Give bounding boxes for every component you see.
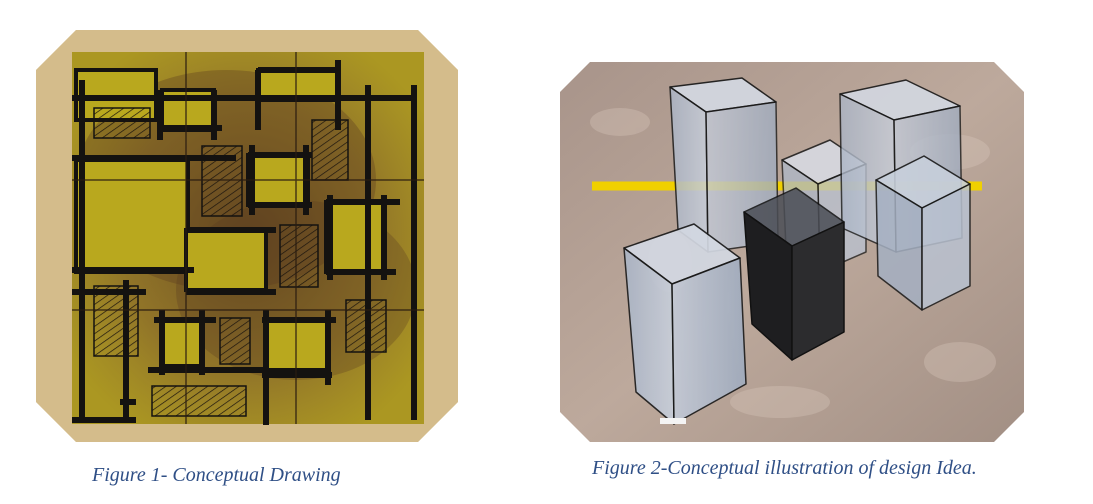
conceptual-drawing-image — [36, 30, 458, 442]
figure-2-caption: Figure 2-Conceptual illustration of desi… — [592, 457, 977, 479]
figure-1-caption: Figure 1- Conceptual Drawing — [92, 464, 341, 486]
conceptual-illustration-image — [560, 62, 1024, 442]
figure-1-conceptual-drawing — [36, 30, 458, 442]
figure-2-conceptual-illustration — [560, 62, 1024, 442]
